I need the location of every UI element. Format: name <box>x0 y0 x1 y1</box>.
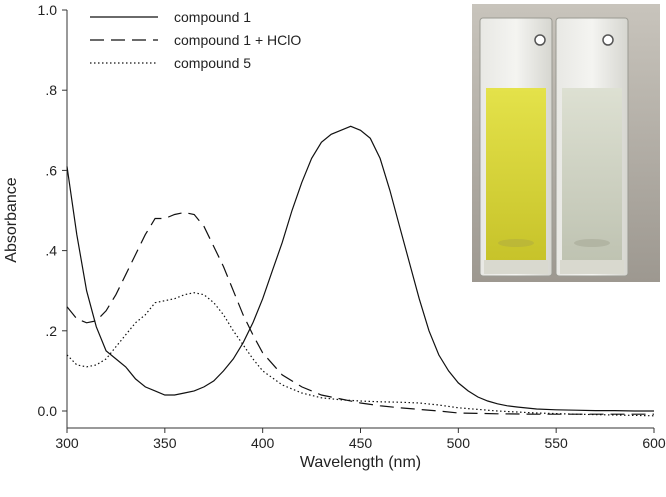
legend: compound 1 compound 1 + HClO compound 5 <box>90 9 301 71</box>
x-tick-label: 350 <box>153 435 177 451</box>
series-layer <box>66 125 655 417</box>
series-line-0 <box>66 125 654 412</box>
x-ticks: 300 350 400 450 500 550 600 <box>55 428 666 451</box>
y-axis-title: Absorbance <box>3 177 20 262</box>
x-tick-label: 300 <box>55 435 79 451</box>
y-tick-label: .2 <box>45 323 57 339</box>
left-cuvette-base <box>484 260 548 274</box>
x-tick-label: 550 <box>544 435 568 451</box>
right-cuvette-base <box>560 260 624 274</box>
left-cuvette-bottom-icon <box>498 239 534 247</box>
yellow-solution-icon <box>486 88 546 260</box>
bubble-icon <box>534 34 546 46</box>
y-tick-label: 0.0 <box>38 403 58 419</box>
bubble-icon <box>602 34 614 46</box>
legend-label-compound-5: compound 5 <box>174 55 251 71</box>
x-tick-label: 600 <box>642 435 666 451</box>
x-tick-label: 500 <box>447 435 471 451</box>
series-line-1 <box>66 211 654 415</box>
x-tick-label: 450 <box>349 435 373 451</box>
y-tick-label: .6 <box>45 162 57 178</box>
y-tick-label: .8 <box>45 82 57 98</box>
right-cuvette-bottom-icon <box>574 239 610 247</box>
legend-label-compound-1-hclo: compound 1 + HClO <box>174 32 301 48</box>
y-tick-label: 1.0 <box>38 2 58 18</box>
cuvette-photo <box>472 4 660 282</box>
x-tick-label: 400 <box>251 435 275 451</box>
y-tick-label: .4 <box>45 243 57 259</box>
legend-label-compound-1: compound 1 <box>174 9 251 25</box>
clear-solution-icon <box>562 88 622 260</box>
x-axis-title: Wavelength (nm) <box>300 454 421 471</box>
y-ticks: 0.0 .2 .4 .6 .8 1.0 <box>38 2 67 419</box>
